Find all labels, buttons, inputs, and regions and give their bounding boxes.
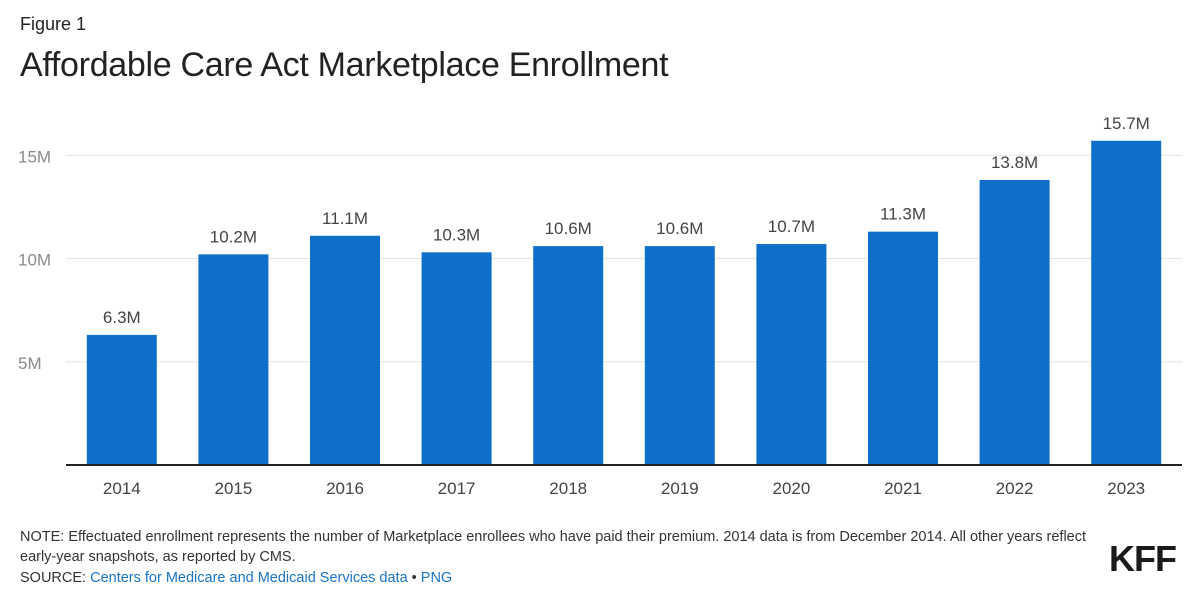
bar bbox=[86, 334, 157, 465]
data-label: 15.7M bbox=[1103, 114, 1150, 133]
source-line: SOURCE: Centers for Medicare and Medicai… bbox=[20, 570, 452, 586]
data-label: 11.3M bbox=[880, 205, 926, 224]
bar-chart: 5M 10M 15M 6.3M 2014 10.2M 2015 11.1M 2016 10.3M 2… bbox=[18, 114, 1182, 498]
x-tick-label: 2019 bbox=[661, 479, 699, 498]
x-tick-label: 2020 bbox=[772, 479, 810, 498]
x-tick-label: 2022 bbox=[996, 479, 1034, 498]
x-tick-label: 2016 bbox=[326, 479, 364, 498]
bar bbox=[1091, 140, 1162, 466]
bar bbox=[421, 252, 492, 465]
y-tick-label: 5M bbox=[18, 354, 42, 373]
bar bbox=[310, 235, 380, 465]
data-label: 10.2M bbox=[210, 227, 257, 246]
bar bbox=[756, 244, 827, 465]
chart-title: Affordable Care Act Marketplace Enrollme… bbox=[20, 46, 669, 84]
x-tick-label: 2018 bbox=[549, 479, 587, 498]
bar bbox=[198, 254, 269, 465]
source-prefix: SOURCE: bbox=[20, 570, 91, 586]
x-tick-label: 2017 bbox=[438, 479, 476, 498]
x-tick-label: 2015 bbox=[214, 479, 252, 498]
bar bbox=[644, 246, 715, 465]
bar bbox=[868, 231, 938, 465]
x-tick-label: 2023 bbox=[1107, 479, 1145, 498]
data-label: 10.3M bbox=[433, 225, 480, 244]
kff-logo[interactable]: KFF bbox=[1109, 538, 1177, 579]
data-label: 10.7M bbox=[768, 217, 815, 236]
data-label: 6.3M bbox=[103, 308, 141, 327]
figure-label: Figure 1 bbox=[20, 14, 87, 34]
y-tick-label: 15M bbox=[18, 147, 51, 166]
y-tick-label: 10M bbox=[18, 251, 51, 270]
png-download-link[interactable]: PNG bbox=[420, 570, 453, 586]
source-separator: • bbox=[407, 570, 421, 586]
x-tick-label: 2021 bbox=[884, 479, 922, 498]
bar bbox=[979, 180, 1050, 465]
data-label: 10.6M bbox=[656, 219, 703, 238]
source-link[interactable]: Centers for Medicare and Medicaid Servic… bbox=[90, 570, 408, 586]
data-label: 10.6M bbox=[545, 219, 592, 238]
data-label: 11.1M bbox=[322, 209, 368, 228]
x-tick-label: 2014 bbox=[103, 479, 141, 498]
data-label: 13.8M bbox=[991, 153, 1038, 172]
bar bbox=[533, 246, 604, 465]
note-text: NOTE: Effectuated enrollment represents … bbox=[20, 529, 1087, 565]
